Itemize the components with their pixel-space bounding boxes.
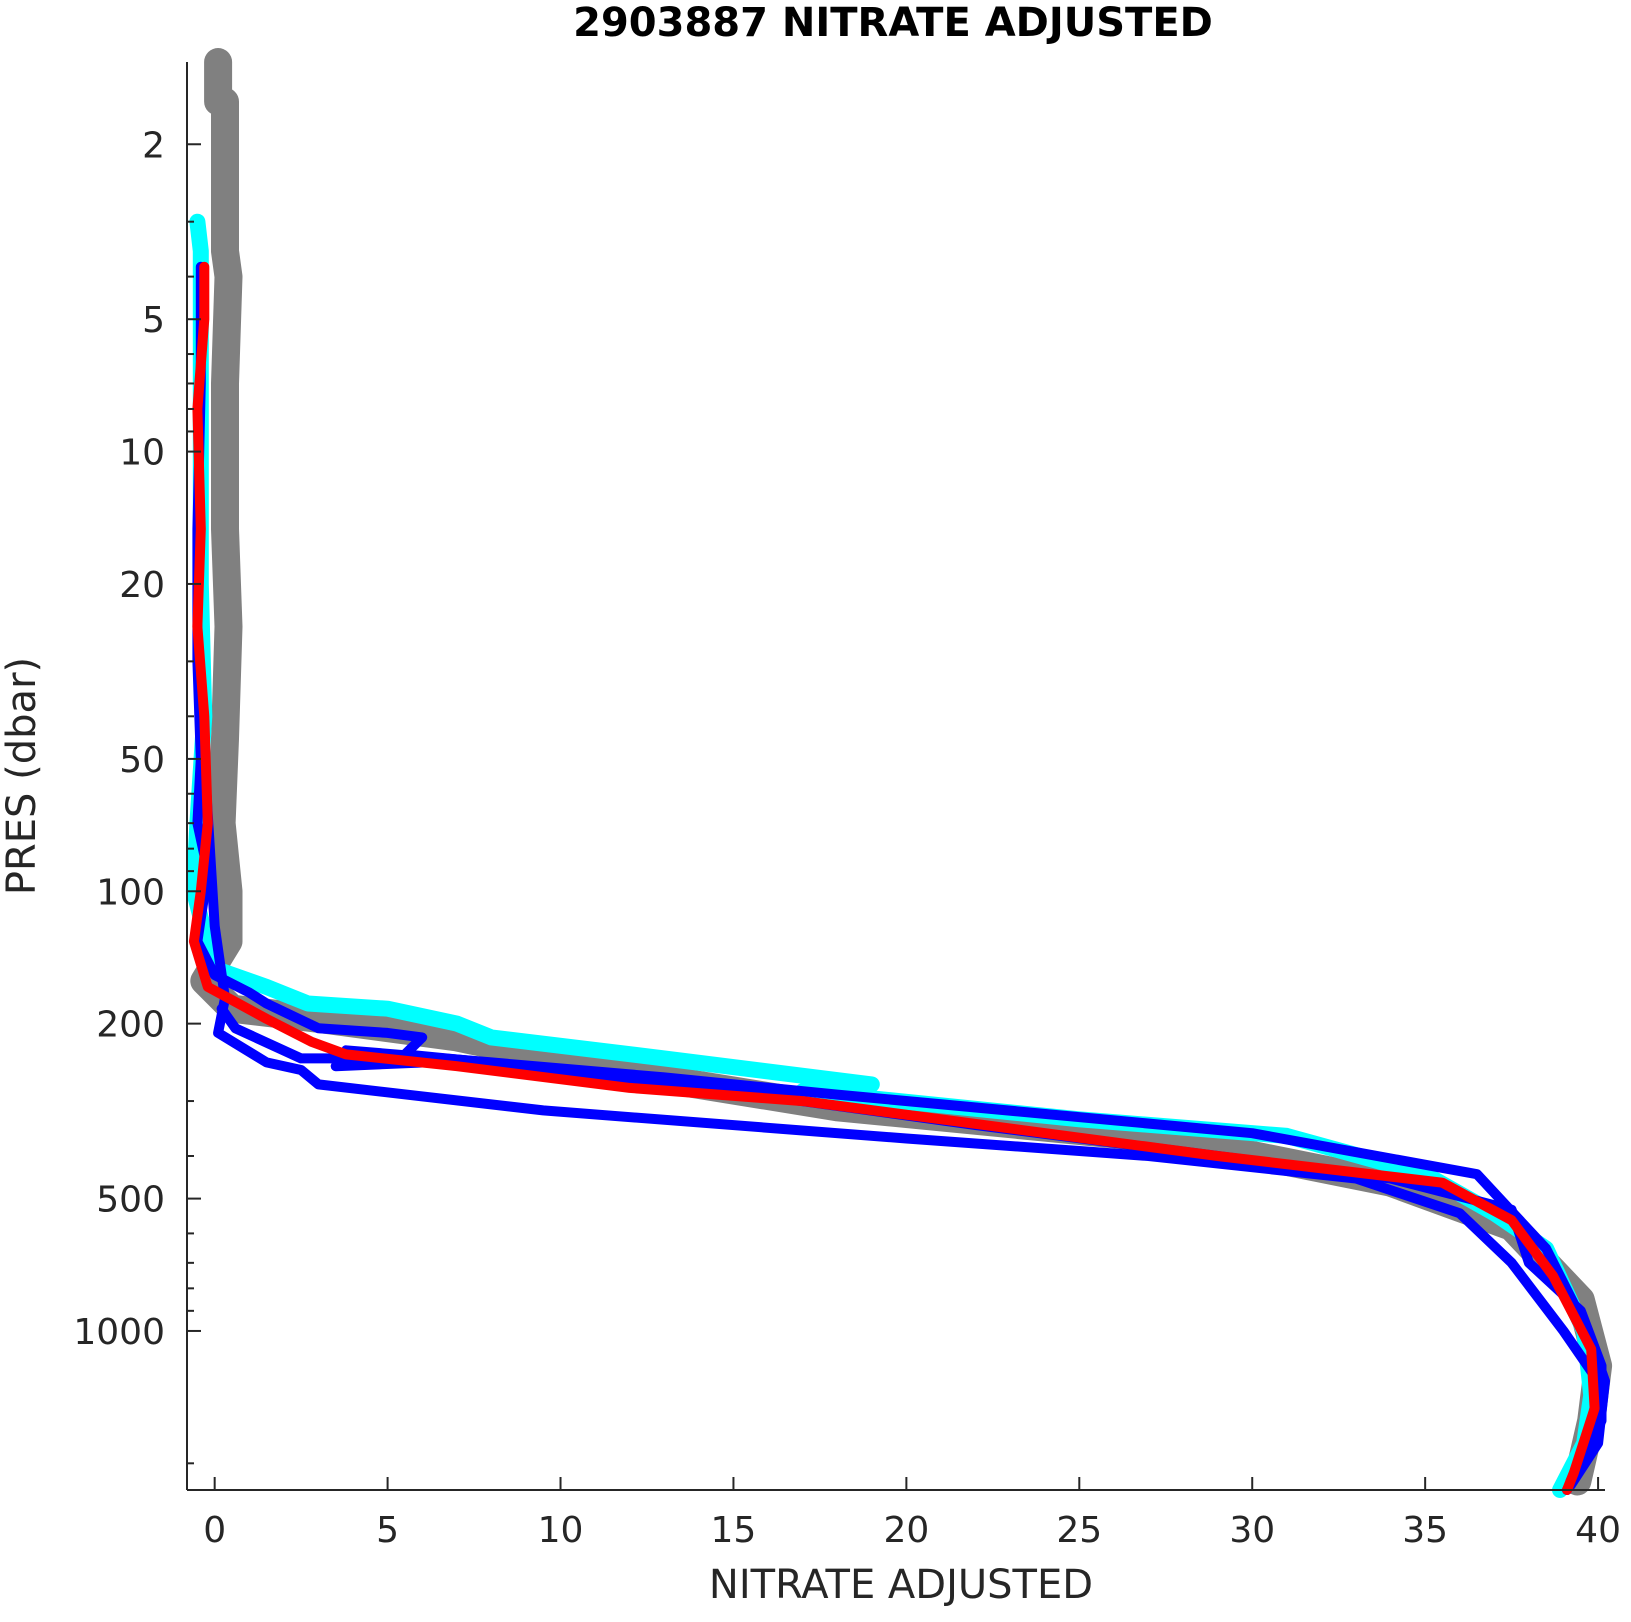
y-tick-label: 1000 [73, 1312, 165, 1353]
x-tick-label: 35 [1402, 1510, 1448, 1551]
y-axis-label: PRES (dbar) [0, 657, 45, 895]
y-tick-label: 100 [96, 872, 165, 913]
series-line-3 [192, 261, 1607, 1495]
x-tick-label: 0 [203, 1510, 226, 1551]
series-line-6 [188, 261, 1600, 1495]
y-tick-label: 5 [142, 300, 165, 341]
series-line-1 [190, 48, 1613, 1496]
x-tick-label: 20 [883, 1510, 929, 1551]
series-line-2 [185, 213, 1600, 1498]
y-tick-label: 2 [142, 125, 165, 166]
x-axis-label: NITRATE ADJUSTED [709, 1562, 1093, 1608]
x-tick-label: 30 [1229, 1510, 1275, 1551]
y-tick-label: 10 [119, 433, 165, 474]
series-line-4 [199, 753, 1604, 1487]
x-tick-label: 15 [711, 1510, 757, 1551]
x-tick-label: 40 [1575, 1510, 1621, 1551]
y-axis-ticks: 2 5 10 20 50 100 200 500 1000 [73, 125, 201, 1465]
y-tick-label: 200 [96, 1005, 165, 1046]
x-axis-ticks: 0 5 10 15 20 25 30 35 40 [203, 1477, 1621, 1551]
series-line-5 [216, 1003, 1610, 1491]
x-tick-label: 25 [1056, 1510, 1102, 1551]
x-tick-label: 5 [376, 1510, 399, 1551]
series-layer [185, 48, 1613, 1498]
y-tick-label: 50 [119, 740, 165, 781]
y-tick-label: 20 [119, 565, 165, 606]
chart-title: 2903887 NITRATE ADJUSTED [573, 0, 1213, 46]
y-tick-label: 500 [96, 1180, 165, 1221]
x-tick-label: 10 [538, 1510, 584, 1551]
